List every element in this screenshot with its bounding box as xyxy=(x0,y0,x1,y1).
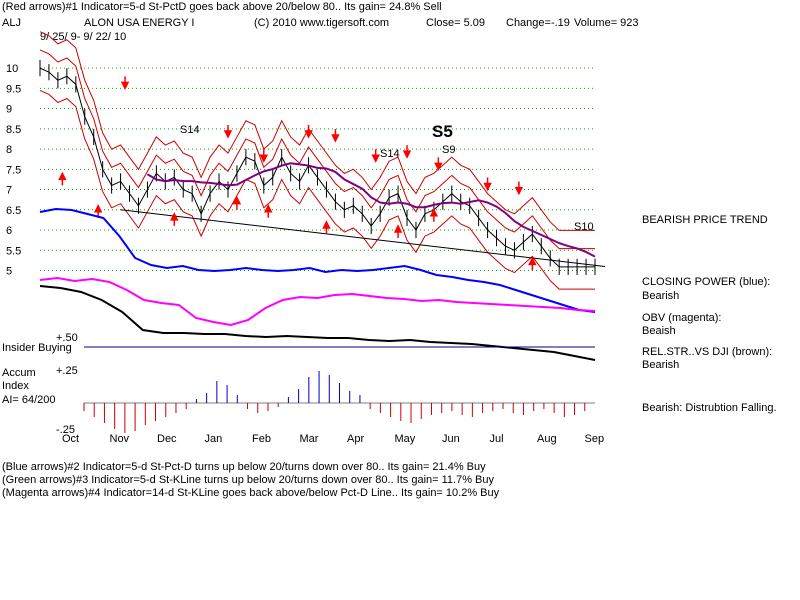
red-arrow-down xyxy=(483,177,492,192)
y-tick-label: 9.5 xyxy=(6,83,21,95)
red-arrow-down xyxy=(223,124,233,139)
insider-label: Insider Buying xyxy=(2,342,72,354)
y-tick-label: 9 xyxy=(6,104,12,116)
red-arrow-up xyxy=(170,212,179,226)
x-tick-label: Dec xyxy=(157,433,177,445)
y-tick-label: 5.5 xyxy=(6,245,21,257)
x-tick-label: Nov xyxy=(110,433,130,445)
obv-label: OBV (magenta): xyxy=(642,312,722,324)
change-value: Change=-.19 xyxy=(506,17,570,29)
ai-label: AI= 64/200 xyxy=(2,394,56,406)
stock-chart: 10 9.5 9 8.5 8 7.5 7 6.5 6 5.5 5 Oct Nov Dec Jan Feb Mar… xyxy=(6,31,606,445)
volume-value: Volume= 923 xyxy=(574,17,639,29)
red-arrow-down xyxy=(331,128,340,143)
minus25-label: -.25 xyxy=(56,424,75,436)
x-tick-label: Jul xyxy=(490,433,504,445)
closing-power-label: CLOSING POWER (blue): xyxy=(642,276,771,288)
company-name: ALON USA ENERGY I xyxy=(84,17,195,29)
closing-power-line xyxy=(39,207,596,313)
x-tick-label: Jun xyxy=(442,433,460,445)
accum-label: Accum xyxy=(2,367,36,379)
x-tick-label: Mar xyxy=(300,433,319,445)
upper-band xyxy=(39,31,595,231)
rel-str-value: Bearish xyxy=(642,359,680,371)
red-arrow-down xyxy=(514,181,524,196)
x-tick-label: Apr xyxy=(347,433,364,445)
plus25-label: +.25 xyxy=(56,365,78,377)
close-value: Close= 5.09 xyxy=(426,17,486,29)
mid-band xyxy=(39,49,595,250)
y-tick-label: 7.5 xyxy=(6,164,21,176)
accum-status: Bearish: Distrubtion Falling. xyxy=(642,402,777,414)
red-arrow-down xyxy=(120,76,130,91)
moving-average-line xyxy=(146,162,596,258)
x-tick-label: Feb xyxy=(252,433,271,445)
red-arrow-up xyxy=(322,220,331,234)
trend-status: BEARISH PRICE TREND xyxy=(642,214,768,226)
header-indicator-line: (Red arrows)#1 Indicator=5-d St-PctD goe… xyxy=(2,1,442,13)
symbol-label: ALJ xyxy=(2,17,21,29)
obv-value: Beaish xyxy=(642,325,676,337)
signal-s14-second: S14 xyxy=(380,148,400,160)
rel-str-label: REL.STR..VS DJI (brown): xyxy=(642,346,773,358)
red-arrow-up xyxy=(264,204,273,218)
date-range: 9/ 25/ 9- 9/ 22/ 10 xyxy=(40,31,127,43)
red-arrow-down xyxy=(402,145,412,159)
x-tick-label: May xyxy=(395,433,416,445)
price-line xyxy=(39,67,595,268)
y-tick-label: 6.5 xyxy=(6,205,21,217)
signal-s5: S5 xyxy=(432,122,453,141)
copyright: (C) 2010 www.tigersoft.com xyxy=(254,17,390,29)
y-tick-label: 8.5 xyxy=(6,124,21,136)
red-arrow-down xyxy=(371,149,380,163)
y-tick-label: 5 xyxy=(6,266,12,278)
plus50-label: +.50 xyxy=(56,332,78,344)
closing-power-value: Bearish xyxy=(642,290,680,302)
signal-s14-first: S14 xyxy=(180,124,200,136)
trend-line xyxy=(120,209,606,267)
red-arrow-down xyxy=(434,157,443,172)
footer-green-line: (Green arrows)#3 Indicator=5-d St-KLine … xyxy=(2,474,495,486)
red-arrow-down xyxy=(304,124,313,139)
red-arrow-up xyxy=(528,256,537,271)
red-arrow-up xyxy=(58,171,67,186)
footer-magenta-line: (Magenta arrows)#4 Indicator=14-d St-KLi… xyxy=(2,487,500,499)
signal-s9: S9 xyxy=(442,144,455,156)
y-tick-label: 10 xyxy=(6,63,18,75)
x-tick-label: Aug xyxy=(537,433,557,445)
y-tick-label: 8 xyxy=(6,144,12,156)
red-arrow-down xyxy=(259,149,269,163)
index-label: Index xyxy=(2,380,29,392)
y-tick-label: 6 xyxy=(6,225,12,237)
red-arrow-up xyxy=(429,208,439,222)
x-tick-label: Oct xyxy=(62,433,79,445)
signal-s10: S10 xyxy=(574,221,594,233)
footer-blue-line: (Blue arrows)#2 Indicator=5-d St-Pct-D t… xyxy=(2,461,486,473)
lower-band xyxy=(39,89,595,290)
x-tick-label: Jan xyxy=(205,433,223,445)
obv-line xyxy=(39,276,596,327)
red-arrow-up xyxy=(232,195,242,210)
y-tick-label: 7 xyxy=(6,185,12,197)
red-arrow-up xyxy=(393,224,403,238)
x-tick-label: Sep xyxy=(585,433,605,445)
